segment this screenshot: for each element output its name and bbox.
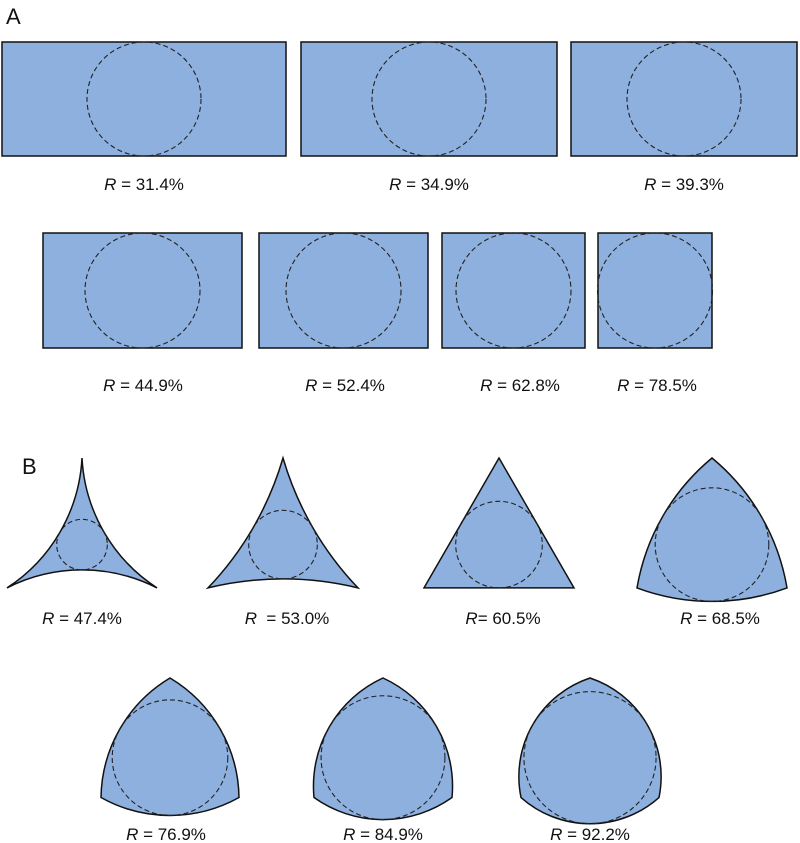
inscribed-circle — [371, 41, 487, 157]
caption: R = 68.5% — [680, 609, 760, 628]
caption: R = 31.4% — [104, 175, 184, 194]
caption-value: = 76.9% — [138, 825, 206, 843]
symbol: R — [42, 609, 54, 628]
curved-triangle — [205, 455, 361, 590]
symbol: R — [550, 825, 562, 843]
curved-triangle — [518, 677, 662, 825]
caption-value: = 78.5% — [629, 376, 697, 395]
inscribed-circle — [111, 699, 229, 817]
symbol: R — [126, 825, 138, 843]
caption: R = 92.2% — [550, 825, 630, 843]
rectangle — [42, 232, 243, 349]
symbol: R — [343, 825, 355, 843]
rectangle — [441, 232, 586, 349]
caption-value: = 60.5% — [478, 609, 541, 628]
curved-triangle — [312, 677, 454, 821]
caption: R= 60.5% — [465, 609, 540, 628]
symbol: R — [617, 376, 629, 395]
inscribed-circle — [626, 41, 742, 157]
inscribed-circle — [86, 41, 202, 157]
inscribed-circle — [523, 691, 657, 825]
caption-value: = 31.4% — [116, 175, 184, 194]
rectangle — [1, 41, 287, 157]
caption: R = 47.4% — [42, 609, 122, 628]
caption-value: = 68.5% — [692, 609, 760, 628]
inscribed-circle — [320, 695, 446, 821]
caption: R = 52.4% — [305, 376, 385, 395]
rectangle — [597, 232, 713, 349]
inscribed-circle — [56, 518, 108, 571]
caption-value: = 39.3% — [656, 175, 724, 194]
caption: R = 34.9% — [389, 175, 469, 194]
symbol: R — [389, 175, 401, 194]
curved-triangle — [636, 457, 788, 603]
symbol: R — [465, 609, 477, 628]
caption: R = 44.9% — [103, 376, 183, 395]
caption-value: = 44.9% — [115, 376, 183, 395]
caption-value: = 92.2% — [562, 825, 630, 843]
caption-value: = 34.9% — [401, 175, 469, 194]
inscribed-circle — [248, 509, 318, 580]
curved-triangle — [422, 456, 576, 589]
symbol: R — [104, 175, 116, 194]
caption-value: = 52.4% — [317, 376, 385, 395]
caption: R = 39.3% — [644, 175, 724, 194]
panel-label: B — [22, 454, 37, 479]
caption-value: = 47.4% — [54, 609, 122, 628]
curved-triangle — [100, 677, 240, 817]
symbol: R — [245, 609, 257, 628]
caption: R = 62.8% — [480, 376, 560, 395]
symbol: R — [644, 175, 656, 194]
caption: R = 76.9% — [126, 825, 206, 843]
symbol: R — [680, 609, 692, 628]
panel-label: A — [6, 4, 21, 29]
symbol: R — [103, 376, 115, 395]
caption: R = 84.9% — [343, 825, 423, 843]
inscribed-circle — [455, 500, 543, 589]
symbol: R — [480, 376, 492, 395]
symbol: R — [305, 376, 317, 395]
caption-value: = 62.8% — [492, 376, 560, 395]
inscribed-circle — [596, 232, 714, 349]
caption: R = 78.5% — [617, 376, 697, 395]
caption-value: = 84.9% — [355, 825, 423, 843]
inscribed-circle — [654, 487, 770, 602]
inscribed-circle — [285, 232, 402, 349]
rectangle — [300, 41, 558, 157]
caption-value: = 53.0% — [257, 609, 329, 628]
caption: R = 53.0% — [245, 609, 330, 628]
inscribed-circle — [455, 232, 572, 349]
rectangle — [570, 41, 798, 157]
rectangle — [258, 232, 429, 349]
inscribed-circle — [84, 232, 201, 349]
